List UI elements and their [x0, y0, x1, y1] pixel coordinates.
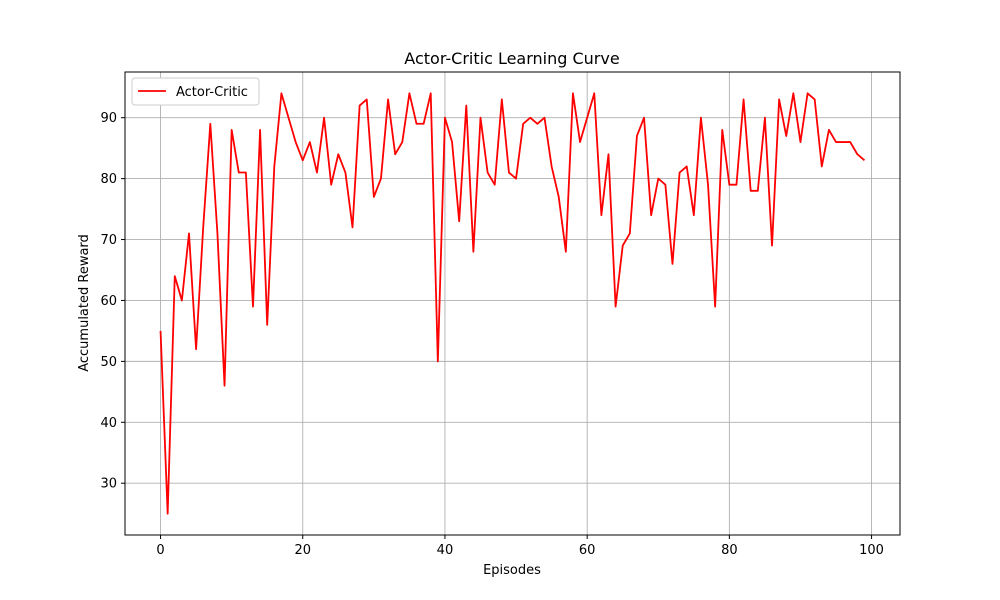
- y-tick-label: 40: [100, 416, 117, 431]
- plot-frame: [124, 71, 901, 536]
- x-tick-label: 40: [437, 543, 454, 558]
- legend-label-actor-critic: Actor-Critic: [176, 85, 248, 100]
- y-tick-label: 30: [100, 477, 117, 492]
- x-tick-label: 60: [579, 543, 596, 558]
- legend-box: [131, 77, 260, 106]
- x-tick-label: 80: [721, 543, 738, 558]
- x-tick-label: 0: [156, 543, 164, 558]
- chart-title: Actor-Critic Learning Curve: [404, 49, 619, 68]
- series-line-actor-critic: [159, 92, 866, 515]
- legend: Actor-Critic: [131, 77, 260, 106]
- x-tick-label: 100: [859, 543, 884, 558]
- y-axis-label: Accumulated Reward: [77, 234, 92, 372]
- x-tick-label: 20: [294, 543, 311, 558]
- x-ticks: 0 20 40 60 80 100: [156, 535, 884, 558]
- y-ticks: 30 40 50 60 70 80 90: [100, 111, 125, 492]
- y-tick-label: 50: [100, 355, 117, 370]
- y-tick-label: 80: [100, 172, 117, 187]
- y-tick-label: 90: [100, 111, 117, 126]
- y-tick-label: 70: [100, 233, 117, 248]
- x-axis-label: Episodes: [483, 563, 541, 578]
- y-tick-label: 60: [100, 294, 117, 309]
